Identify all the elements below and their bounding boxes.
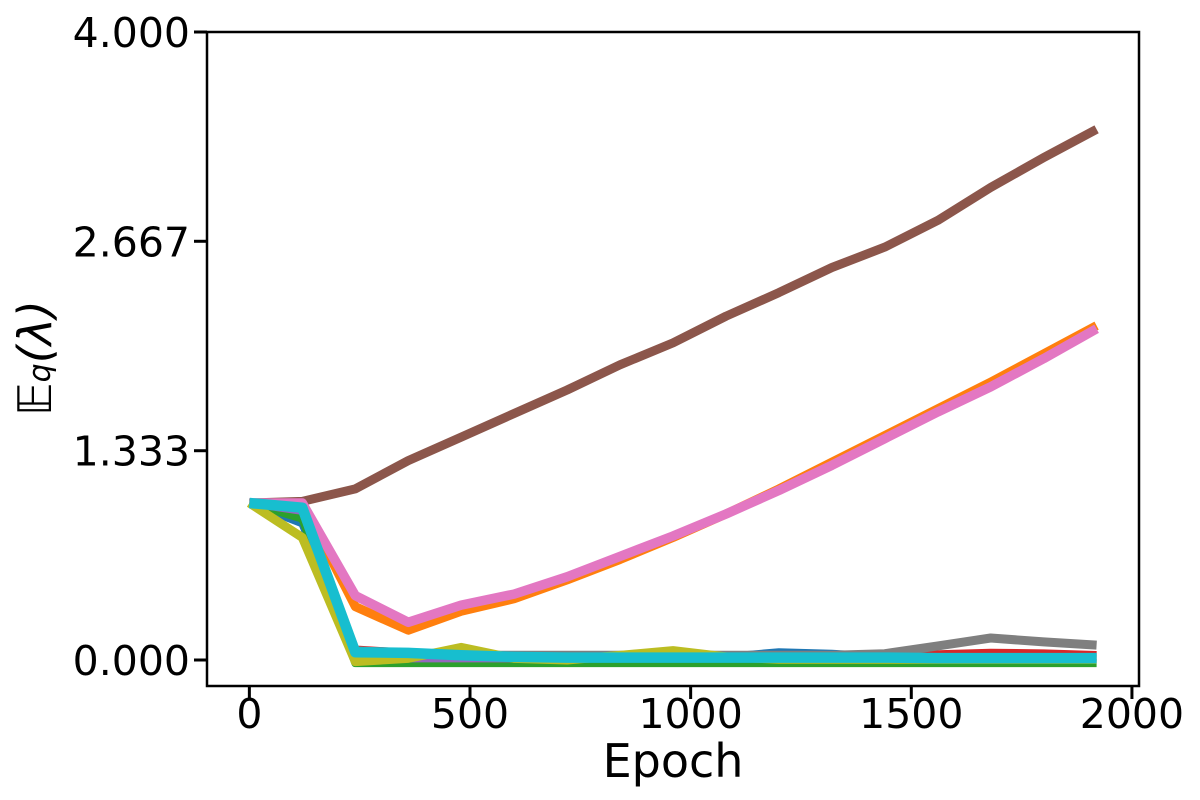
series-purple-line [248,499,1097,663]
ylabel-lambda-parens: (λ) [8,300,62,364]
axes-frame [205,30,1141,688]
y-tick-label-4.000: 4.000 [73,9,190,57]
series-brown-line [249,125,1099,508]
x-axis-label: Epoch [603,734,744,788]
x-tick-label-2000: 2000 [1080,690,1184,738]
x-tick-label-1500: 1500 [859,690,963,738]
x-tick-label-0: 0 [236,690,262,738]
series-cyan-line [248,497,1097,664]
series-blue-line [247,499,1097,661]
y-tick-label-1.333: 1.333 [73,428,190,476]
series-pink-line [249,324,1099,628]
series-red-line [248,499,1097,659]
x-tick-label-500: 500 [431,690,509,738]
y-tick-label-0.000: 0.000 [73,637,190,685]
x-tick-label-1000: 1000 [638,690,742,738]
y-tick-label-2.667: 2.667 [73,218,190,266]
ylabel-blackboard-E: 𝔼 [8,382,62,416]
x-axis-ticks: 0 500 1000 1500 2000 [236,686,1184,738]
series-layer [246,125,1099,668]
series-gray-line [249,498,1097,660]
y-axis-ticks: 0.000 1.333 2.667 4.000 [73,9,207,685]
